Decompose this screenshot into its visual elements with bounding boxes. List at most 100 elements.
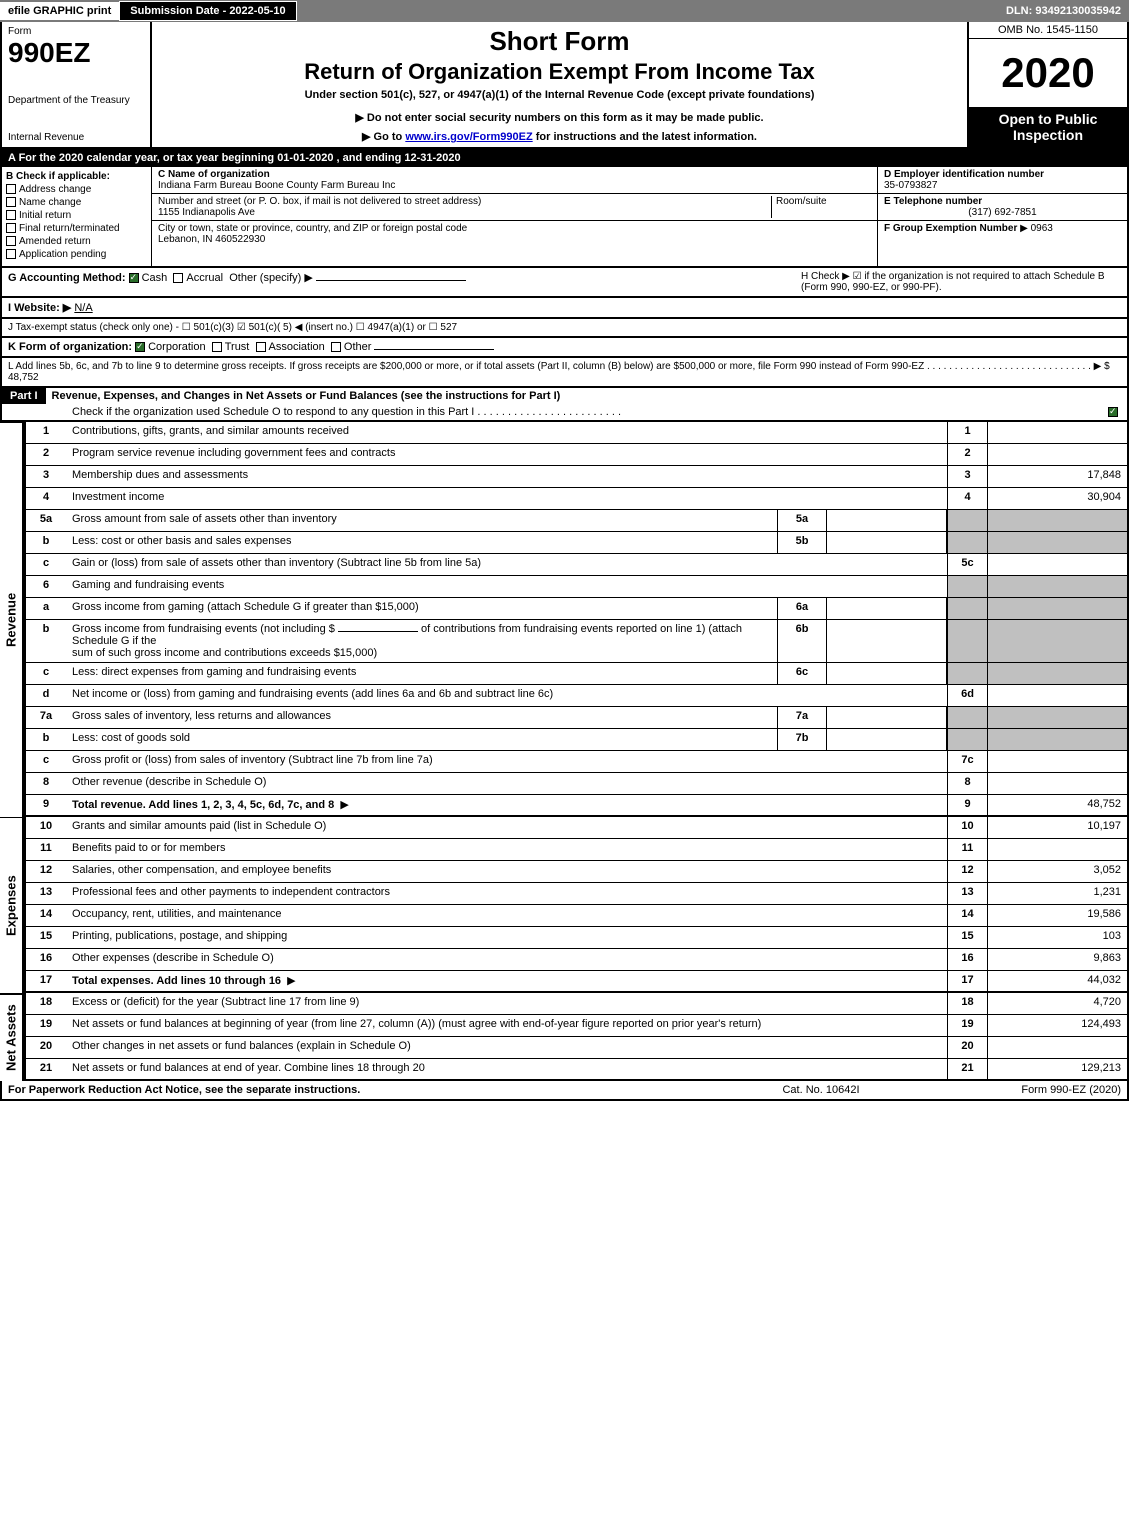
under-section: Under section 501(c), 527, or 4947(a)(1)… (160, 89, 959, 101)
row-12-val: 3,052 (987, 861, 1127, 882)
row-1-num: 1 (947, 422, 987, 443)
other-org-label: Other (344, 341, 372, 353)
dept-treasury: Department of the Treasury (8, 95, 144, 106)
cb-label: Amended return (19, 236, 91, 247)
row-7c-num: 7c (947, 751, 987, 772)
row-9-num: 9 (947, 795, 987, 815)
ssn-note: ▶ Do not enter social security numbers o… (160, 111, 959, 124)
net-assets-side-label: Net Assets (0, 993, 24, 1081)
row-7c-val (987, 751, 1127, 772)
expenses-side-label: Expenses (0, 817, 24, 993)
col-b: B Check if applicable: Address change Na… (2, 167, 152, 266)
form-number: 990EZ (8, 37, 144, 69)
row-11-val (987, 839, 1127, 860)
row-18-desc: Excess or (deficit) for the year (Subtra… (66, 993, 947, 1014)
c-name-label: C Name of organization (158, 169, 871, 180)
footer-form: Form 990-EZ (2020) (921, 1084, 1121, 1096)
cb-cash[interactable] (129, 273, 139, 283)
row-4-desc: Investment income (66, 488, 947, 509)
row-17-desc: Total expenses. Add lines 10 through 16 … (66, 971, 947, 991)
g-label: G Accounting Method: (8, 272, 126, 284)
addr-row: Number and street (or P. O. box, if mail… (152, 194, 877, 221)
cb-label: Application pending (19, 249, 106, 260)
room-label: Room/suite (776, 196, 871, 207)
row-6a-sv (827, 598, 947, 619)
cb-association[interactable] (256, 342, 266, 352)
row-11-num: 11 (947, 839, 987, 860)
row-2-desc: Program service revenue including govern… (66, 444, 947, 465)
row-16-desc: Other expenses (describe in Schedule O) (66, 949, 947, 970)
cb-final-return[interactable] (6, 223, 16, 233)
cb-name-change[interactable] (6, 197, 16, 207)
tax-year-big: 2020 (969, 39, 1127, 107)
org-name-row: C Name of organization Indiana Farm Bure… (152, 167, 877, 194)
grp-block: F Group Exemption Number ▶ 0963 (878, 221, 1127, 236)
row-5c-val (987, 554, 1127, 575)
ein-value: 35-0793827 (884, 180, 1121, 191)
efile-label[interactable]: efile GRAPHIC print (0, 2, 119, 20)
cb-label: Name change (19, 197, 81, 208)
other-org-input[interactable] (374, 349, 494, 350)
row-14-val: 19,586 (987, 905, 1127, 926)
row-9-bold: Total revenue. Add lines 1, 2, 3, 4, 5c,… (72, 799, 334, 811)
cb-address-change[interactable] (6, 184, 16, 194)
title-block: Short Form Return of Organization Exempt… (152, 22, 967, 147)
form-header: Form 990EZ Department of the Treasury In… (0, 22, 1129, 149)
footer: For Paperwork Reduction Act Notice, see … (0, 1081, 1129, 1101)
cb-label: Final return/terminated (19, 223, 120, 234)
row-21-desc: Net assets or fund balances at end of ye… (66, 1059, 947, 1079)
line-g: G Accounting Method: Cash Accrual Other … (8, 271, 801, 293)
row-13-desc: Professional fees and other payments to … (66, 883, 947, 904)
row-6-desc: Gaming and fundraising events (66, 576, 947, 597)
row-9-desc: Total revenue. Add lines 1, 2, 3, 4, 5c,… (66, 795, 947, 815)
cb-initial-return[interactable] (6, 210, 16, 220)
contrib-input[interactable] (338, 631, 418, 632)
row-21-val: 129,213 (987, 1059, 1127, 1079)
row-6d-val (987, 685, 1127, 706)
goto-prefix: ▶ Go to (362, 131, 405, 143)
row-6d-num: 6d (947, 685, 987, 706)
row-7a-sb: 7a (777, 707, 827, 728)
row-10-val: 10,197 (987, 817, 1127, 838)
row-6b-1: Gross income from fundraising events (no… (72, 623, 335, 635)
cb-other-org[interactable] (331, 342, 341, 352)
row-2-val (987, 444, 1127, 465)
row-10-num: 10 (947, 817, 987, 838)
row-7b-sb: 7b (777, 729, 827, 750)
row-6c-desc: Less: direct expenses from gaming and fu… (66, 663, 777, 684)
row-15-num: 15 (947, 927, 987, 948)
other-specify-input[interactable] (316, 280, 466, 281)
row-6b-sv (827, 620, 947, 662)
row-5c-num: 5c (947, 554, 987, 575)
part1-label: Part I (2, 388, 46, 404)
col-c: C Name of organization Indiana Farm Bure… (152, 167, 877, 266)
row-16-num: 16 (947, 949, 987, 970)
col-d: D Employer identification number 35-0793… (877, 167, 1127, 266)
cb-amended-return[interactable] (6, 236, 16, 246)
row-19-desc: Net assets or fund balances at beginning… (66, 1015, 947, 1036)
tel-value: (317) 692-7851 (884, 207, 1121, 218)
top-bar: efile GRAPHIC print Submission Date - 20… (0, 0, 1129, 22)
cb-corporation[interactable] (135, 342, 145, 352)
cb-accrual[interactable] (173, 273, 183, 283)
cb-application-pending[interactable] (6, 249, 16, 259)
row-17-val: 44,032 (987, 971, 1127, 991)
row-11-desc: Benefits paid to or for members (66, 839, 947, 860)
row-5c-desc: Gain or (loss) from sale of assets other… (66, 554, 947, 575)
row-3-desc: Membership dues and assessments (66, 466, 947, 487)
right-block: OMB No. 1545-1150 2020 Open to Public In… (967, 22, 1127, 147)
part1-check-text: Check if the organization used Schedule … (72, 406, 474, 418)
irs-link[interactable]: www.irs.gov/Form990EZ (405, 131, 532, 143)
accrual-label: Accrual (186, 272, 223, 284)
website-value: N/A (74, 302, 92, 314)
cb-trust[interactable] (212, 342, 222, 352)
row-6a-sb: 6a (777, 598, 827, 619)
addr-label: Number and street (or P. O. box, if mail… (158, 196, 771, 207)
row-6b-3: sum of such gross income and contributio… (72, 647, 377, 659)
goto-note: ▶ Go to www.irs.gov/Form990EZ for instru… (160, 130, 959, 143)
cb-schedule-o[interactable] (1108, 407, 1118, 417)
tel-label: E Telephone number (884, 196, 1121, 207)
line-h: H Check ▶ ☑ if the organization is not r… (801, 271, 1121, 293)
assoc-label: Association (269, 341, 325, 353)
row-13-num: 13 (947, 883, 987, 904)
